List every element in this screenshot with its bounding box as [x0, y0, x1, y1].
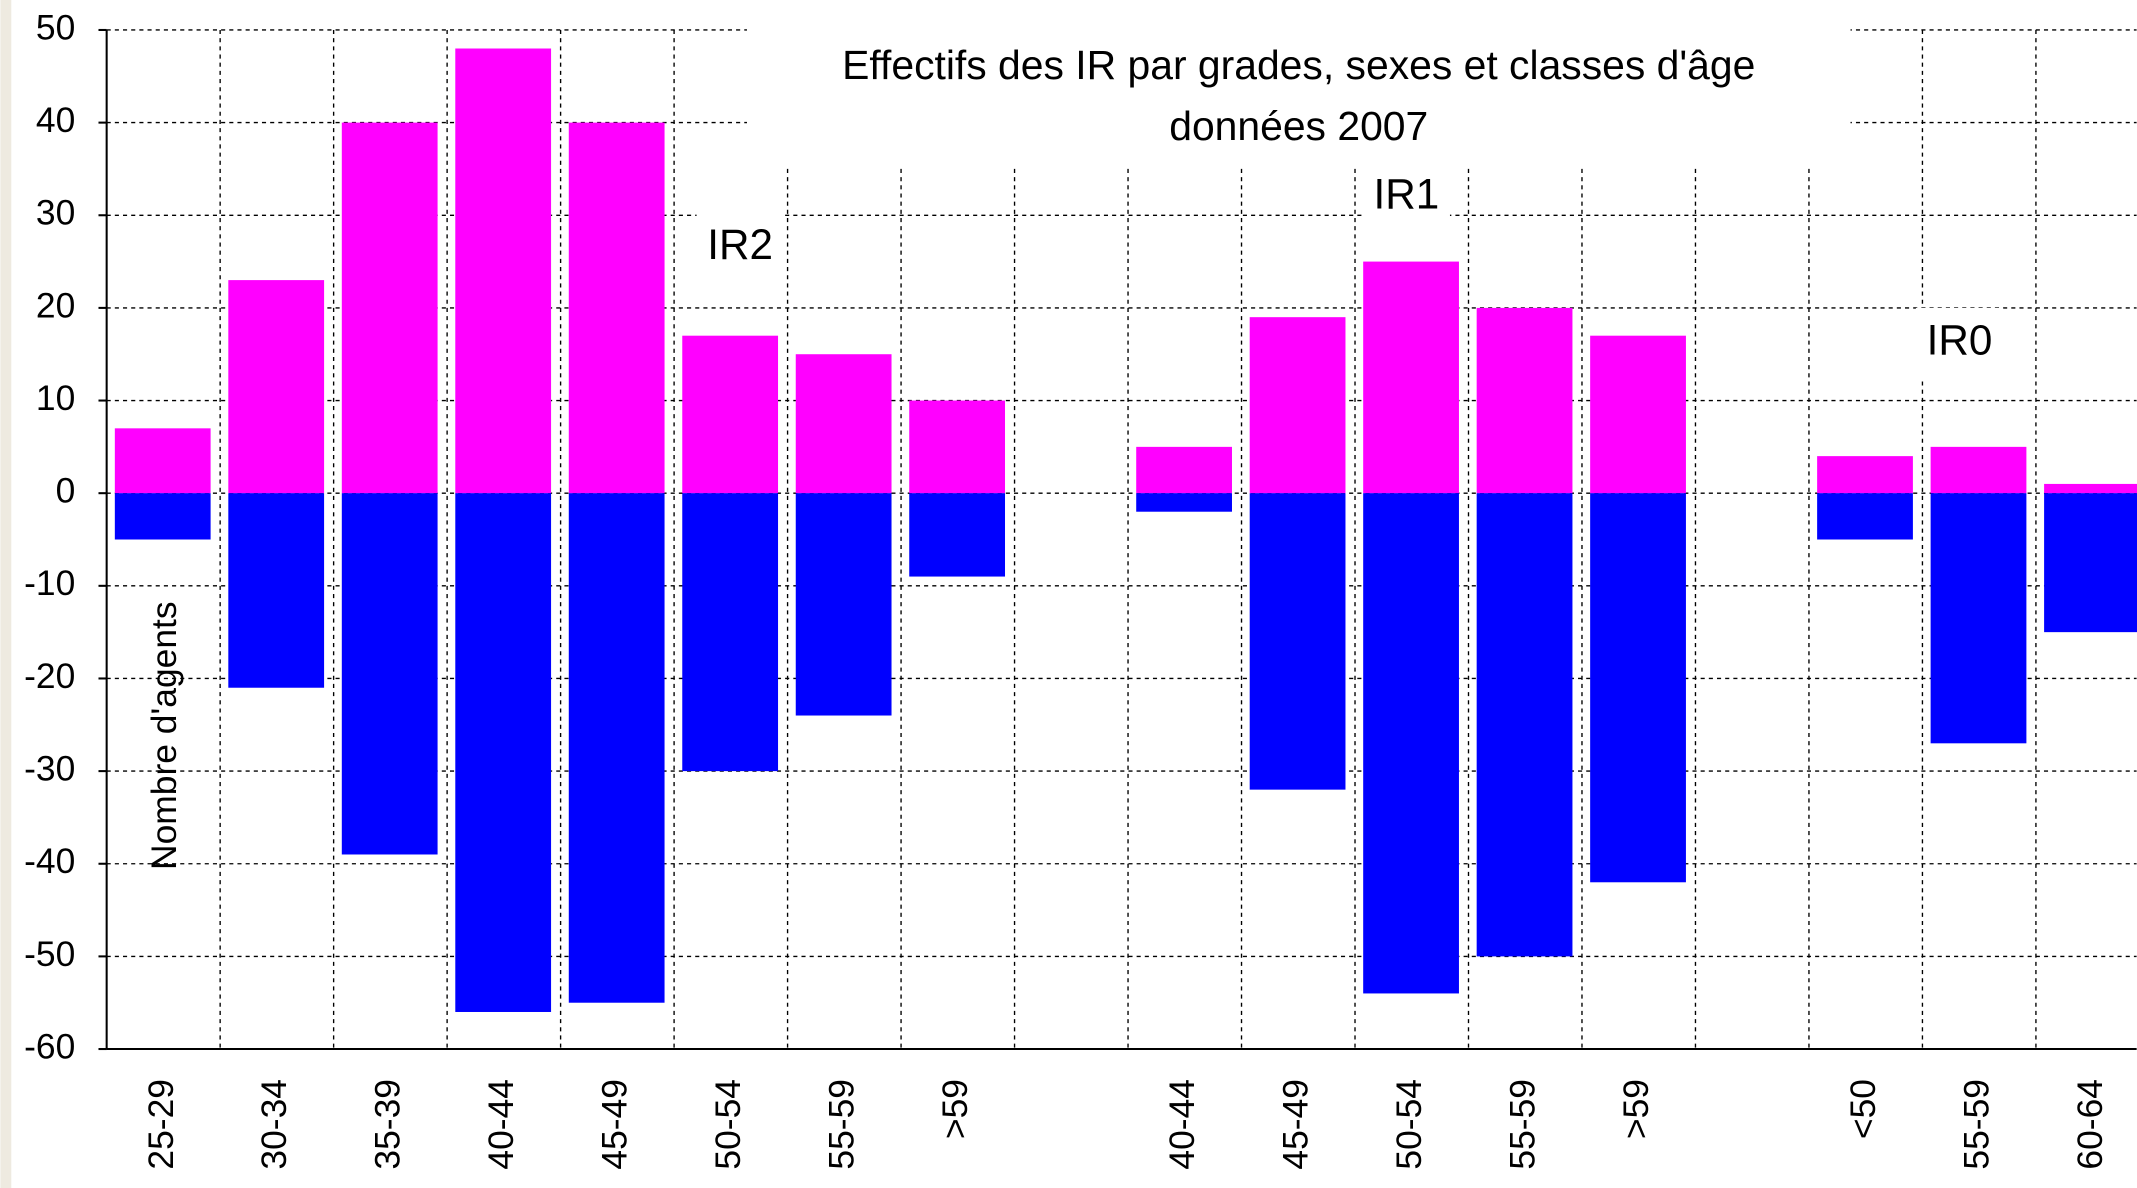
x-tick-label: 30-34 [254, 1079, 294, 1170]
bar [228, 280, 325, 494]
x-tick-label: >59 [935, 1079, 975, 1139]
x-tick-label: 60-64 [2070, 1079, 2110, 1170]
y-tick-label: -50 [24, 934, 75, 974]
y-tick-label: 0 [56, 471, 76, 511]
bar [1136, 446, 1232, 494]
x-tick-label: 40-44 [1162, 1079, 1202, 1170]
x-tick-label: 55-59 [1503, 1079, 1543, 1170]
y-tick-label: -30 [24, 748, 75, 788]
x-tick-label: <50 [1843, 1079, 1883, 1139]
bar [568, 122, 665, 494]
bar [455, 493, 552, 1012]
x-tick-label: 50-54 [708, 1079, 748, 1170]
bar [1590, 493, 1686, 883]
group-label: IR1 [1374, 171, 1440, 218]
bar [1476, 307, 1573, 494]
x-tick-label: 50-54 [1389, 1079, 1429, 1170]
x-tick-label: 40-44 [481, 1079, 521, 1170]
y-tick-label: 20 [36, 285, 75, 325]
x-tick-label: 45-49 [1276, 1079, 1316, 1170]
y-tick-label: 30 [36, 193, 75, 233]
bar [795, 354, 892, 494]
bar [2044, 493, 2137, 633]
bar [341, 493, 438, 855]
bar [455, 48, 552, 494]
y-tick-label: -20 [24, 656, 75, 696]
bars [114, 48, 2137, 1012]
y-tick-label: -40 [24, 841, 75, 881]
x-tick-label: 55-59 [1957, 1079, 1997, 1170]
side-strip [0, 0, 12, 1188]
bar [682, 493, 779, 772]
bar [1930, 493, 2027, 744]
y-tick-label: 50 [36, 7, 75, 47]
bar [341, 122, 438, 494]
bar [114, 428, 211, 494]
group-label: IR2 [707, 221, 773, 268]
y-axis-label: Nombre d'agents [144, 601, 184, 870]
annotation-box [696, 212, 784, 284]
bar [228, 493, 325, 688]
bar [1363, 493, 1459, 994]
bar [2044, 483, 2137, 494]
y-tick-label: -10 [24, 563, 75, 603]
labels: -60 -50 -40 -30 -20 -10 0 10 20 30 40 50 25-29 30-34 3… [24, 7, 2110, 1169]
bar [1363, 261, 1459, 494]
chart-title: Effectifs des IR par grades, sexes et cl… [842, 42, 1755, 88]
bar [909, 400, 1006, 494]
bar [114, 493, 211, 540]
annotation-box [1362, 162, 1450, 233]
x-tick-label: >59 [1616, 1079, 1656, 1139]
y-tick-label: -60 [24, 1026, 75, 1066]
chart-subtitle: données 2007 [1169, 103, 1428, 149]
bar [1817, 456, 1913, 494]
bar [682, 335, 779, 494]
y-tick-label: 40 [36, 100, 75, 140]
x-tick-label: 45-49 [595, 1079, 635, 1170]
x-tick-label: 35-39 [368, 1079, 408, 1170]
bar [1249, 493, 1346, 790]
bar [1590, 335, 1686, 494]
title-box [746, 0, 1851, 167]
bar [1817, 493, 1913, 540]
bar [909, 493, 1006, 577]
x-tick-label: 25-29 [141, 1079, 181, 1170]
y-tick-label: 10 [36, 378, 75, 418]
bar [568, 493, 665, 1003]
bar [1249, 317, 1346, 494]
bar [1136, 493, 1232, 512]
bar [795, 493, 892, 716]
annotation-box [1915, 307, 2004, 379]
x-tick-label: 55-59 [822, 1079, 862, 1170]
bar [1476, 493, 1573, 957]
group-label: IR0 [1927, 316, 1993, 363]
bar [1930, 446, 2027, 494]
